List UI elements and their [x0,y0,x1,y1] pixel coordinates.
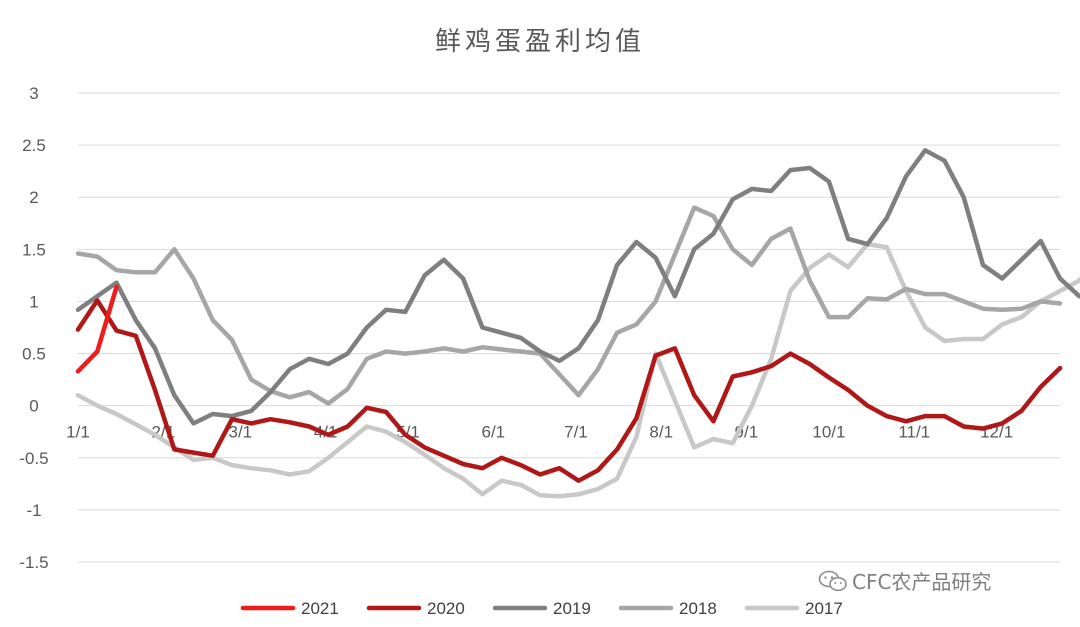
series-line-2017 [75,241,1080,499]
gridlines [78,92,1060,563]
x-tick-label: 11/1 [898,423,930,442]
y-tick-label: -0.5 [19,449,48,468]
wechat-icon [818,570,847,591]
series-line-2020 [75,298,1063,483]
y-tick-label: 3 [29,84,38,103]
y-tick-label: 2.5 [22,136,46,155]
legend-label-2021: 2021 [301,599,339,618]
series-lines [75,148,1080,499]
y-tick-label: 2 [29,188,38,207]
legend-label-2018: 2018 [679,599,717,618]
y-tick-label: -1.5 [19,553,48,572]
y-tick-label: 0.5 [22,345,46,364]
legend-label-2017: 2017 [805,599,843,618]
x-tick-label: 6/1 [482,423,506,442]
chart-title: 鲜鸡蛋盈利均值 [435,27,645,57]
legend-label-2019: 2019 [553,599,591,618]
y-tick-label: 0 [29,397,38,416]
watermark: CFC农产品研究 [818,566,991,595]
x-tick-label: 7/1 [564,423,588,442]
x-tick-label: 3/1 [228,423,252,442]
y-axis-ticks: 3 2.5 2 1.5 1 0.5 0 -0.5 -1 -1.5 [19,84,48,572]
x-tick-label: 1/1 [66,423,90,442]
y-tick-label: 1.5 [22,240,46,259]
series-line-2019 [75,148,1080,426]
x-tick-label: 5/1 [396,423,420,442]
y-tick-label: 1 [29,292,38,311]
watermark-text: CFC农产品研究 [852,570,992,594]
series-line-2018 [75,205,1063,406]
legend: 2021 2020 2019 2018 2017 [240,599,843,618]
y-tick-label: -1 [26,501,41,520]
series-line-2021 [75,284,119,374]
x-axis-ticks: 1/1 2/1 3/1 4/1 5/1 6/1 7/1 8/1 9/1 10/1 11/1 12/1 [66,423,1013,442]
legend-label-2020: 2020 [427,599,465,618]
x-tick-label: 10/1 [812,423,845,442]
x-tick-label: 8/1 [649,423,673,442]
